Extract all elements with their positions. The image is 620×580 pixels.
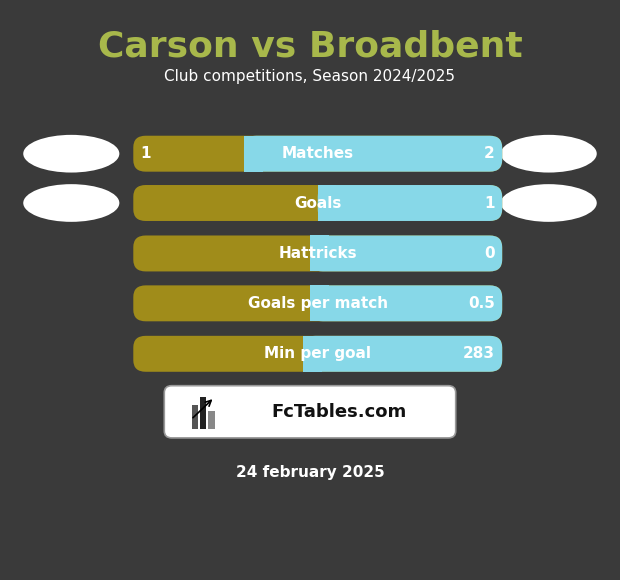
FancyBboxPatch shape — [244, 136, 502, 172]
Text: Goals: Goals — [294, 195, 342, 211]
Text: 0.5: 0.5 — [468, 296, 495, 311]
Ellipse shape — [24, 184, 120, 222]
Text: 0: 0 — [484, 246, 495, 261]
FancyBboxPatch shape — [317, 185, 336, 221]
FancyBboxPatch shape — [133, 136, 502, 172]
FancyBboxPatch shape — [303, 336, 322, 372]
FancyBboxPatch shape — [303, 336, 502, 372]
FancyBboxPatch shape — [133, 235, 502, 271]
Text: Hattricks: Hattricks — [278, 246, 357, 261]
Text: 283: 283 — [463, 346, 495, 361]
Ellipse shape — [501, 135, 596, 173]
Ellipse shape — [24, 135, 120, 173]
FancyBboxPatch shape — [133, 336, 502, 372]
Text: Carson vs Broadbent: Carson vs Broadbent — [97, 30, 523, 63]
Text: Matches: Matches — [281, 146, 354, 161]
FancyBboxPatch shape — [311, 235, 329, 271]
FancyBboxPatch shape — [164, 386, 456, 438]
Text: Club competitions, Season 2024/2025: Club competitions, Season 2024/2025 — [164, 69, 456, 84]
FancyBboxPatch shape — [200, 397, 206, 429]
Ellipse shape — [501, 184, 596, 222]
FancyBboxPatch shape — [311, 235, 502, 271]
Text: 24 february 2025: 24 february 2025 — [236, 465, 384, 480]
Text: Goals per match: Goals per match — [247, 296, 388, 311]
Text: 1: 1 — [141, 146, 151, 161]
Text: 1: 1 — [484, 195, 495, 211]
FancyBboxPatch shape — [133, 185, 502, 221]
Text: Min per goal: Min per goal — [264, 346, 371, 361]
Text: FcTables.com: FcTables.com — [272, 403, 407, 421]
FancyBboxPatch shape — [317, 185, 502, 221]
Text: 2: 2 — [484, 146, 495, 161]
FancyBboxPatch shape — [192, 405, 198, 429]
FancyBboxPatch shape — [311, 285, 502, 321]
FancyBboxPatch shape — [208, 411, 215, 429]
FancyBboxPatch shape — [311, 285, 329, 321]
FancyBboxPatch shape — [244, 136, 263, 172]
FancyBboxPatch shape — [133, 285, 502, 321]
